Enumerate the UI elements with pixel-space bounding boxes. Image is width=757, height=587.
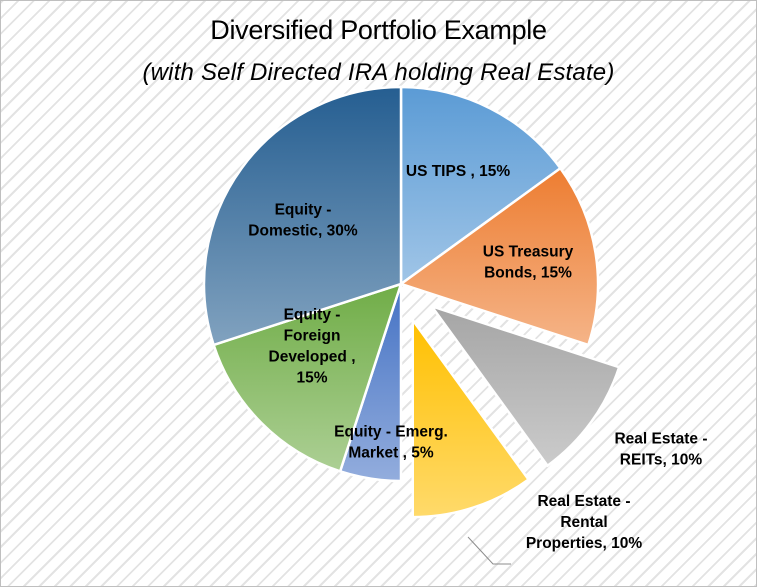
- leader-line: [467, 536, 511, 565]
- chart-title: Diversified Portfolio Example: [210, 15, 547, 45]
- pie-slice-3: [411, 318, 530, 519]
- slice-label-3: Real Estate -Rental Properties, 10%: [526, 493, 643, 552]
- slice-label-0: US TIPS , 15%: [406, 163, 510, 180]
- pie-slice-1: [399, 166, 600, 347]
- pie-slice-0: [399, 85, 562, 286]
- slice-label-2: Real Estate -REITs, 10%: [614, 431, 707, 469]
- pie-slice-2: [430, 305, 621, 467]
- slice-label-6: Equity -Domestic, 30%: [248, 202, 358, 240]
- slice-label-1: US Treasury Bonds, 15%: [483, 244, 574, 282]
- slice-label-4: Equity - Emerg. Market , 5%: [334, 424, 448, 462]
- pie-slice-6: [202, 85, 403, 347]
- slice-label-5: Equity -Foreign Developed , 15%: [269, 307, 356, 387]
- chart-subtitle: (with Self Directed IRA holding Real Est…: [142, 59, 615, 86]
